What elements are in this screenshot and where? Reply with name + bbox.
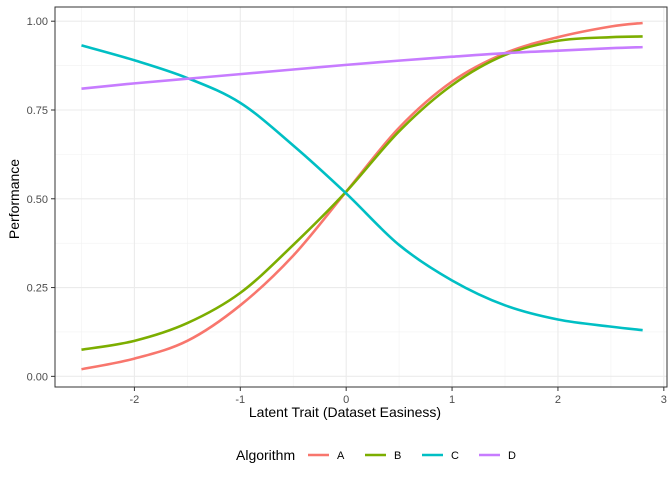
legend-label-a: A — [337, 450, 345, 462]
x-axis: -2 -1 0 1 2 3 — [130, 387, 667, 406]
y-tick-label: 0.50 — [27, 194, 48, 206]
y-axis-title: Performance — [6, 159, 22, 239]
plot-border — [54, 6, 668, 388]
y-tick-label: 0.75 — [27, 105, 48, 117]
series-lines — [81, 21, 643, 371]
series-line-a — [81, 21, 643, 371]
legend-title: Algorithm — [236, 447, 295, 463]
x-tick-label: 3 — [661, 394, 667, 406]
x-tick-label: -1 — [235, 394, 245, 406]
y-axis: 0.00 0.25 0.50 0.75 1.00 — [27, 16, 55, 383]
legend-label-c: C — [451, 450, 459, 462]
series-line-d — [81, 45, 643, 90]
plot-panel — [55, 7, 667, 387]
x-tick-label: 0 — [343, 394, 349, 406]
y-tick-label: 0.00 — [27, 371, 48, 383]
x-axis-title: Latent Trait (Dataset Easiness) — [249, 404, 441, 420]
x-tick-label: -2 — [130, 394, 140, 406]
legend: Algorithm A B C D — [236, 447, 516, 463]
legend-label-d: D — [508, 450, 516, 462]
y-tick-label: 0.25 — [27, 283, 48, 295]
legend-label-b: B — [394, 450, 401, 462]
series-line-b — [81, 35, 643, 351]
x-tick-label: 2 — [555, 394, 561, 406]
x-tick-label: 1 — [449, 394, 455, 406]
grid — [55, 7, 667, 387]
y-tick-label: 1.00 — [27, 16, 48, 28]
